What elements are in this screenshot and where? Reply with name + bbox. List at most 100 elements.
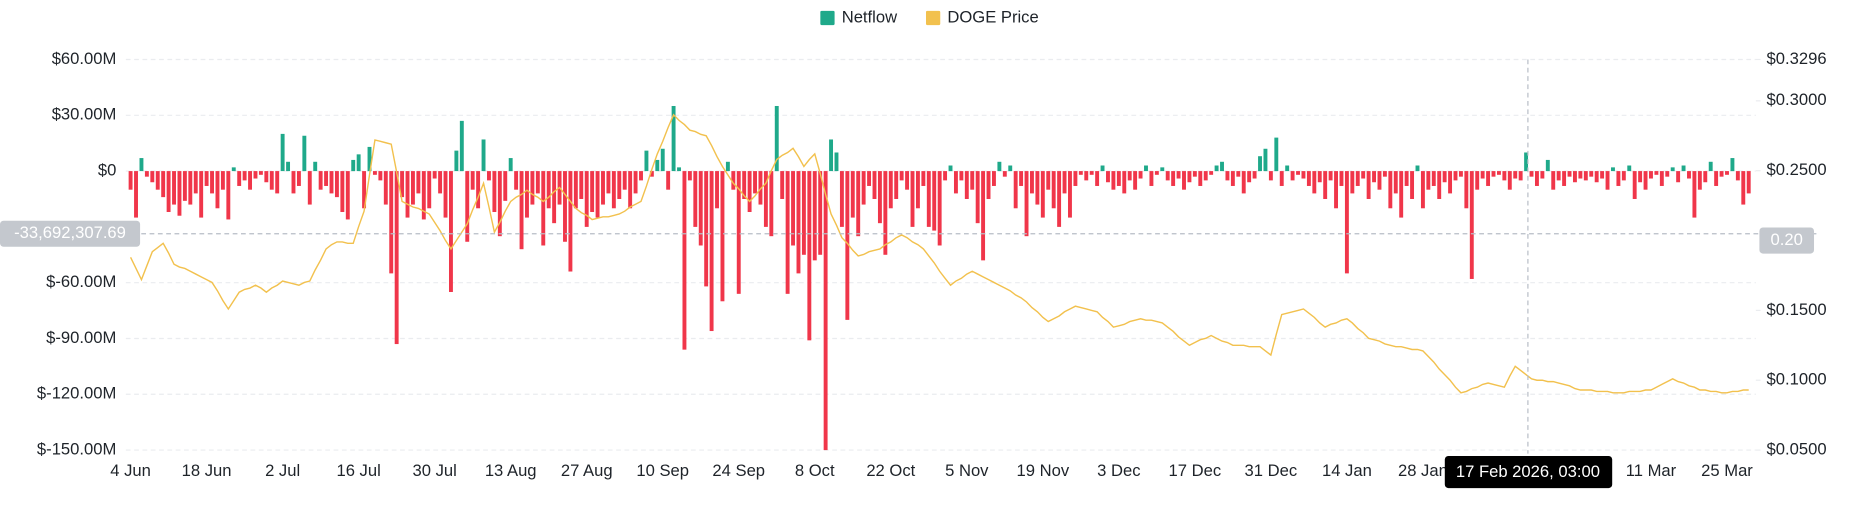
bar (318, 171, 323, 190)
bar (416, 171, 421, 194)
bar (1236, 171, 1241, 177)
bar (296, 171, 301, 186)
crosshair-x-label: 17 Feb 2026, 03:00 (1456, 462, 1600, 481)
bar (1230, 171, 1235, 186)
bar (1073, 171, 1078, 186)
bar (1203, 171, 1208, 181)
bar (465, 171, 470, 242)
bar (481, 139, 486, 172)
bar (1496, 171, 1501, 175)
x-tick-label: 22 Oct (866, 461, 915, 480)
bar (986, 171, 991, 199)
x-tick-label: 16 Jul (336, 461, 380, 480)
bar (1062, 171, 1067, 194)
y2-tick-label: $0.1000 (1767, 370, 1827, 389)
bar (1187, 171, 1192, 183)
bar (1469, 171, 1474, 279)
bar (1415, 165, 1420, 172)
bar (1355, 171, 1360, 186)
bar (1002, 171, 1007, 177)
legend: Netflow DOGE Price (820, 7, 1039, 26)
bar (1687, 171, 1691, 179)
bar (1735, 171, 1740, 181)
bar (1545, 159, 1550, 172)
bar (666, 171, 671, 190)
legend-label[interactable]: DOGE Price (947, 7, 1038, 26)
bar (1111, 171, 1116, 190)
bar (850, 171, 855, 218)
bar (742, 171, 747, 199)
bar (1149, 171, 1154, 186)
bar (1078, 171, 1083, 175)
bar (981, 171, 986, 261)
bar (1611, 167, 1615, 172)
bar (595, 171, 600, 218)
bar (291, 171, 296, 194)
x-tick-label: 3 Dec (1097, 461, 1140, 480)
bar (584, 171, 589, 227)
bar (731, 171, 736, 190)
bar (1089, 171, 1094, 175)
bar (324, 171, 329, 186)
bar (1458, 171, 1463, 177)
bar (210, 171, 214, 194)
bar (1247, 171, 1252, 183)
bar (1507, 171, 1512, 190)
bar (964, 171, 969, 199)
bar (438, 171, 443, 194)
bar (514, 171, 519, 190)
bar (128, 171, 133, 190)
x-tick-label: 10 Sep (636, 461, 689, 480)
x-tick-label: 4 Jun (110, 461, 151, 480)
bar (796, 171, 801, 274)
bar (867, 171, 872, 186)
bar (1268, 171, 1273, 181)
bar (497, 171, 502, 237)
bar (1350, 171, 1355, 194)
bar (1019, 171, 1024, 186)
bar (1122, 171, 1127, 194)
bar (1659, 171, 1664, 186)
bar (1486, 171, 1491, 186)
bar (525, 171, 529, 218)
bar (1214, 165, 1219, 172)
bar (1106, 171, 1110, 183)
bar (1741, 171, 1746, 205)
bar (682, 171, 687, 350)
bar (1024, 171, 1029, 237)
bar (1388, 171, 1393, 209)
x-tick-label: 11 Mar (1626, 461, 1677, 480)
bar (188, 171, 193, 205)
bar (639, 171, 643, 181)
bar (1649, 171, 1653, 179)
bar (367, 146, 372, 172)
bar (454, 150, 459, 172)
bar (1583, 171, 1588, 181)
y-tick-label: $0 (98, 160, 116, 179)
bar (671, 105, 676, 172)
bar (812, 171, 817, 261)
legend-label[interactable]: Netflow (842, 7, 898, 26)
bar (1540, 171, 1545, 179)
bar (1171, 171, 1176, 186)
bar (1616, 171, 1621, 186)
bar (449, 171, 453, 292)
bar (1589, 171, 1594, 177)
bar (215, 171, 220, 209)
bar (943, 171, 948, 181)
bar (1551, 171, 1556, 190)
bar (818, 171, 823, 255)
bar (1030, 171, 1034, 194)
bar (622, 171, 627, 190)
bar (1513, 171, 1518, 179)
bar (237, 171, 242, 186)
bar (204, 171, 209, 186)
bar (307, 171, 312, 205)
bar (780, 171, 785, 199)
bar (508, 158, 513, 172)
bar (753, 171, 757, 194)
bar (709, 171, 714, 332)
bar (1638, 171, 1643, 183)
bar (1046, 171, 1051, 190)
